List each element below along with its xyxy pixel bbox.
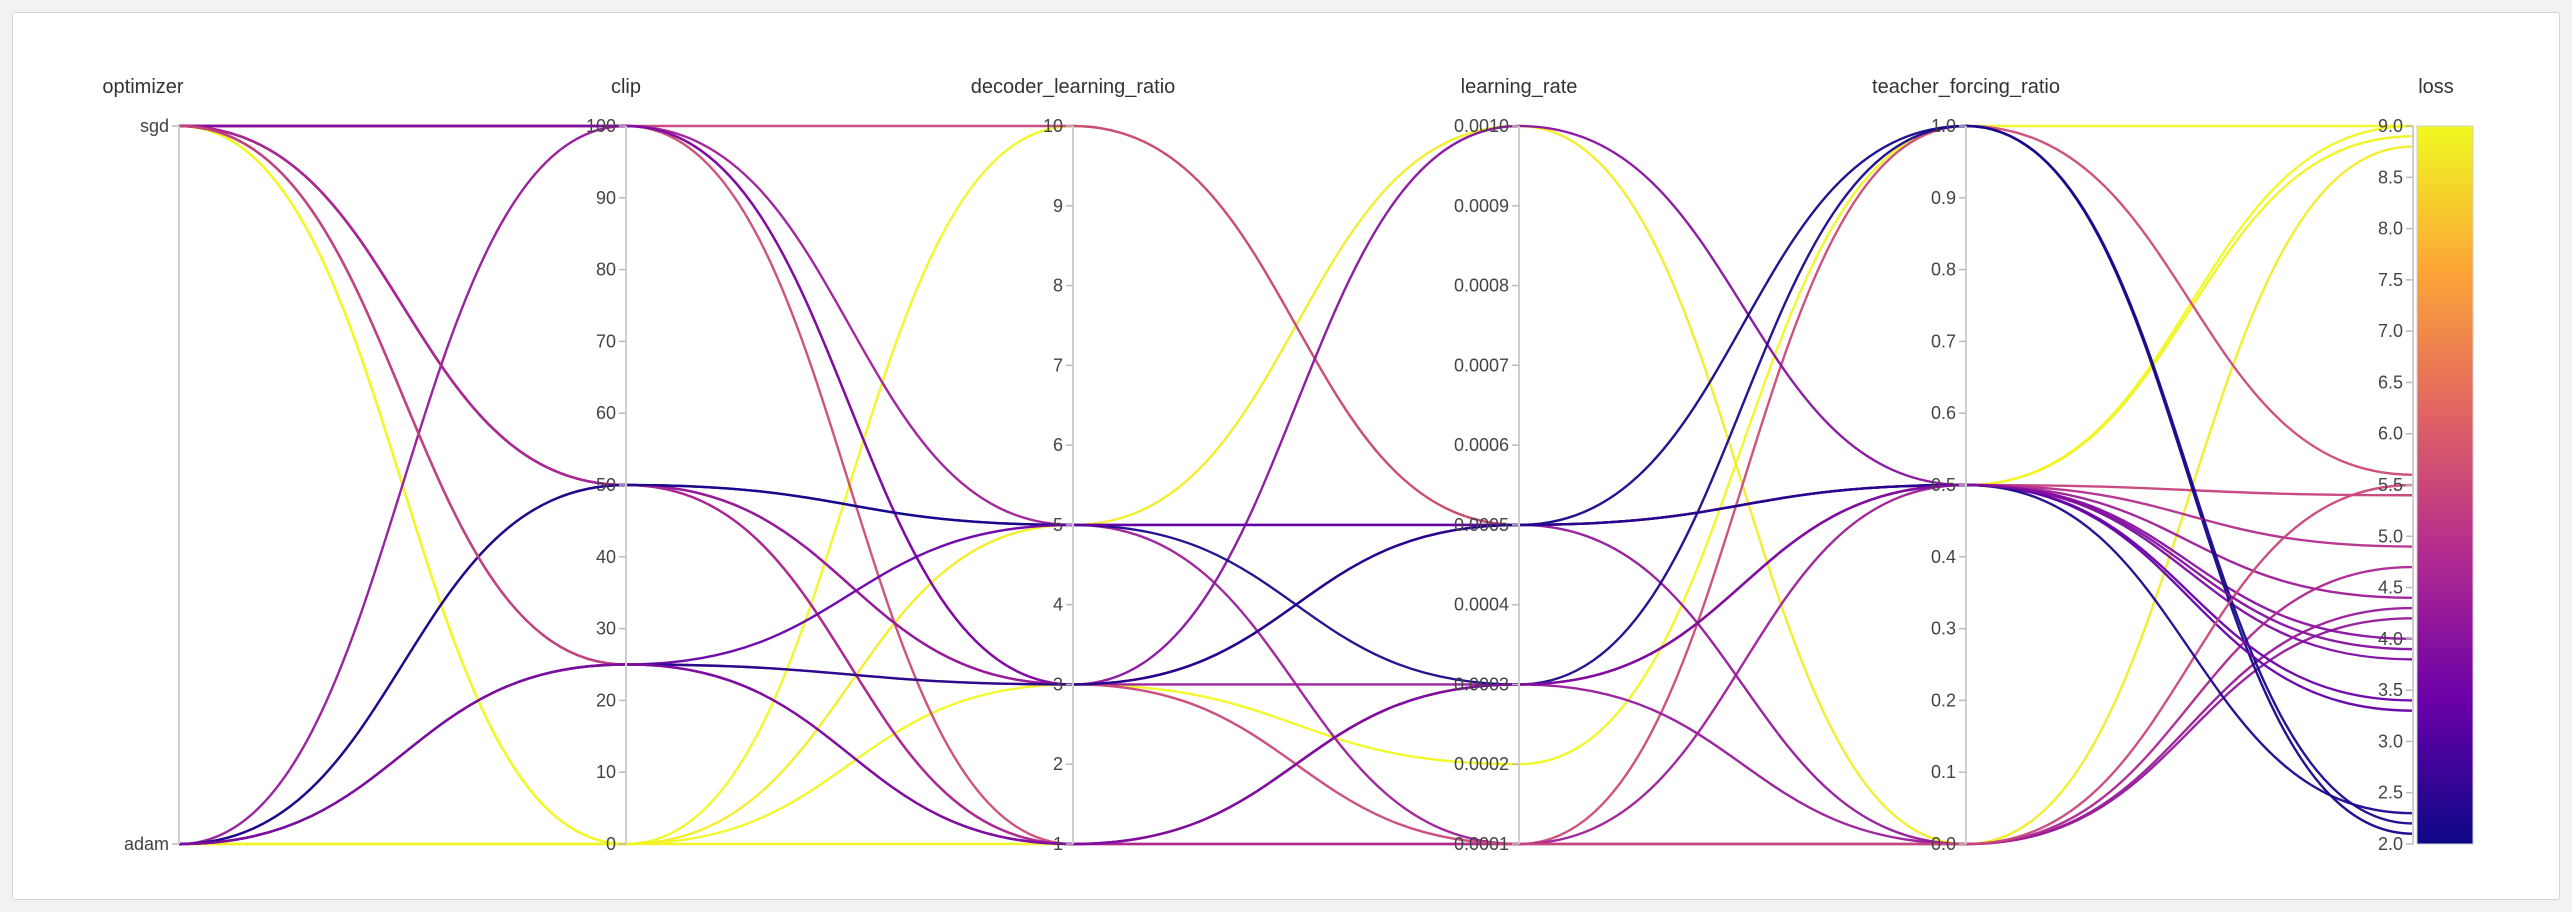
tick-label-teacher-forcing-ratio: 0.4 <box>1931 547 1956 567</box>
tick-label-teacher-forcing-ratio: 0.7 <box>1931 331 1956 351</box>
tick-label-loss: 5.5 <box>2378 475 2403 495</box>
tick-label-learning-rate: 0.0010 <box>1454 116 1509 136</box>
tick-label-learning-rate: 0.0009 <box>1454 196 1509 216</box>
tick-label-decoder-learning-ratio: 7 <box>1053 355 1063 375</box>
tick-label-decoder-learning-ratio: 9 <box>1053 196 1063 216</box>
tick-label-decoder-learning-ratio: 5 <box>1053 515 1063 535</box>
run-line-18[interactable] <box>178 124 2414 846</box>
tick-label-clip: 50 <box>596 475 616 495</box>
tick-label-optimizer: adam <box>124 834 169 854</box>
tick-label-learning-rate: 0.0001 <box>1454 834 1509 854</box>
axis-teacher-forcing-ratio[interactable]: teacher_forcing_ratio 0.0 0.1 0.2 0.3 0.4 0.5 0… <box>1872 76 2060 854</box>
tick-label-clip: 100 <box>586 116 616 136</box>
tick-label-loss: 3.0 <box>2378 731 2403 751</box>
tick-label-learning-rate: 0.0007 <box>1454 355 1509 375</box>
tick-label-clip: 90 <box>596 188 616 208</box>
tick-label-loss: 3.5 <box>2378 680 2403 700</box>
axis-title-clip: clip <box>611 76 641 98</box>
tick-label-teacher-forcing-ratio: 1.0 <box>1931 116 1956 136</box>
tick-label-decoder-learning-ratio: 1 <box>1053 834 1063 854</box>
tick-label-learning-rate: 0.0004 <box>1454 595 1509 615</box>
axis-optimizer[interactable]: optimizer adam sgd <box>102 76 183 854</box>
run-line-4[interactable] <box>179 135 2414 846</box>
tick-label-decoder-learning-ratio: 4 <box>1053 595 1063 615</box>
tick-label-learning-rate: 0.0006 <box>1454 435 1509 455</box>
tick-label-clip: 80 <box>596 260 616 280</box>
tick-label-clip: 20 <box>596 690 616 710</box>
tick-label-loss: 8.0 <box>2378 219 2403 239</box>
run-line-11[interactable] <box>178 483 2414 846</box>
tick-label-learning-rate: 0.0008 <box>1454 276 1509 296</box>
axis-learning-rate[interactable]: learning_rate 0.0001 0.0002 0.0003 0.0004 0.0… <box>1454 76 1577 854</box>
tick-label-teacher-forcing-ratio: 0.8 <box>1931 260 1956 280</box>
tick-label-teacher-forcing-ratio: 0.9 <box>1931 188 1956 208</box>
parallel-coordinates-chart: optimizer adam sgd clip 0 10 20 30 40 50 60 70 80 90 1… <box>102 76 2474 854</box>
run-line-10[interactable] <box>178 124 2414 686</box>
tick-label-loss: 4.5 <box>2378 578 2403 598</box>
axis-decoder-learning-ratio[interactable]: decoder_learning_ratio 1 2 3 4 5 6 7 8 9 10 <box>971 76 1176 854</box>
loss-colorbar <box>2416 125 2474 845</box>
tick-label-loss: 7.0 <box>2378 321 2403 341</box>
tick-label-loss: 9.0 <box>2378 116 2403 136</box>
tick-label-learning-rate: 0.0003 <box>1454 674 1509 694</box>
tick-label-decoder-learning-ratio: 10 <box>1043 116 1063 136</box>
run-line-19[interactable] <box>178 483 2414 846</box>
tick-label-clip: 10 <box>596 762 616 782</box>
tick-label-decoder-learning-ratio: 2 <box>1053 754 1063 774</box>
tick-label-learning-rate: 0.0002 <box>1454 754 1509 774</box>
tick-label-clip: 0 <box>606 834 616 854</box>
run-line-5[interactable] <box>179 124 2414 527</box>
axis-title-loss: loss <box>2418 76 2454 98</box>
tick-label-clip: 40 <box>596 547 616 567</box>
axis-title-optimizer: optimizer <box>102 76 183 98</box>
tick-label-loss: 5.0 <box>2378 526 2403 546</box>
tick-label-clip: 70 <box>596 331 616 351</box>
tick-label-loss: 2.5 <box>2378 783 2403 803</box>
tick-label-teacher-forcing-ratio: 0.2 <box>1931 690 1956 710</box>
run-line-20[interactable] <box>178 483 2414 846</box>
tick-label-optimizer: sgd <box>140 116 169 136</box>
tick-label-loss: 8.5 <box>2378 167 2403 187</box>
tick-label-decoder-learning-ratio: 8 <box>1053 276 1063 296</box>
tick-label-loss: 7.5 <box>2378 270 2403 290</box>
tick-label-loss: 6.5 <box>2378 372 2403 392</box>
tick-label-loss: 6.0 <box>2378 424 2403 444</box>
tick-label-decoder-learning-ratio: 3 <box>1053 674 1063 694</box>
run-line-16[interactable] <box>178 483 2414 846</box>
axis-title-teacher-forcing-ratio: teacher_forcing_ratio <box>1872 76 2060 98</box>
run-line-3[interactable] <box>179 124 2414 846</box>
tick-label-clip: 30 <box>596 619 616 639</box>
tick-label-learning-rate: 0.0005 <box>1454 515 1509 535</box>
tick-label-teacher-forcing-ratio: 0.3 <box>1931 619 1956 639</box>
tick-label-teacher-forcing-ratio: 0.0 <box>1931 834 1956 854</box>
tick-label-loss: 4.0 <box>2378 629 2403 649</box>
tick-label-loss: 2.0 <box>2378 834 2403 854</box>
tick-label-decoder-learning-ratio: 6 <box>1053 435 1063 455</box>
axis-title-decoder-learning-ratio: decoder_learning_ratio <box>971 76 1176 98</box>
run-line-12[interactable] <box>178 124 2414 835</box>
tick-label-clip: 60 <box>596 403 616 423</box>
run-line-15[interactable] <box>178 124 2414 846</box>
tick-label-teacher-forcing-ratio: 0.6 <box>1931 403 1956 423</box>
chart-panel: optimizer adam sgd clip 0 10 20 30 40 50 60 70 80 90 1… <box>12 12 2560 900</box>
run-line-14[interactable] <box>178 124 2414 846</box>
axis-clip[interactable]: clip 0 10 20 30 40 50 60 70 80 90 100 <box>586 76 641 854</box>
tick-label-teacher-forcing-ratio: 0.1 <box>1931 762 1956 782</box>
tick-label-teacher-forcing-ratio: 0.5 <box>1931 475 1956 495</box>
axis-title-learning-rate: learning_rate <box>1461 76 1578 98</box>
axis-loss[interactable]: loss 2.0 2.5 3.0 3.5 4.0 4.5 5.0 5.5 6.0 6.5 7.0 7.5… <box>2378 76 2454 854</box>
